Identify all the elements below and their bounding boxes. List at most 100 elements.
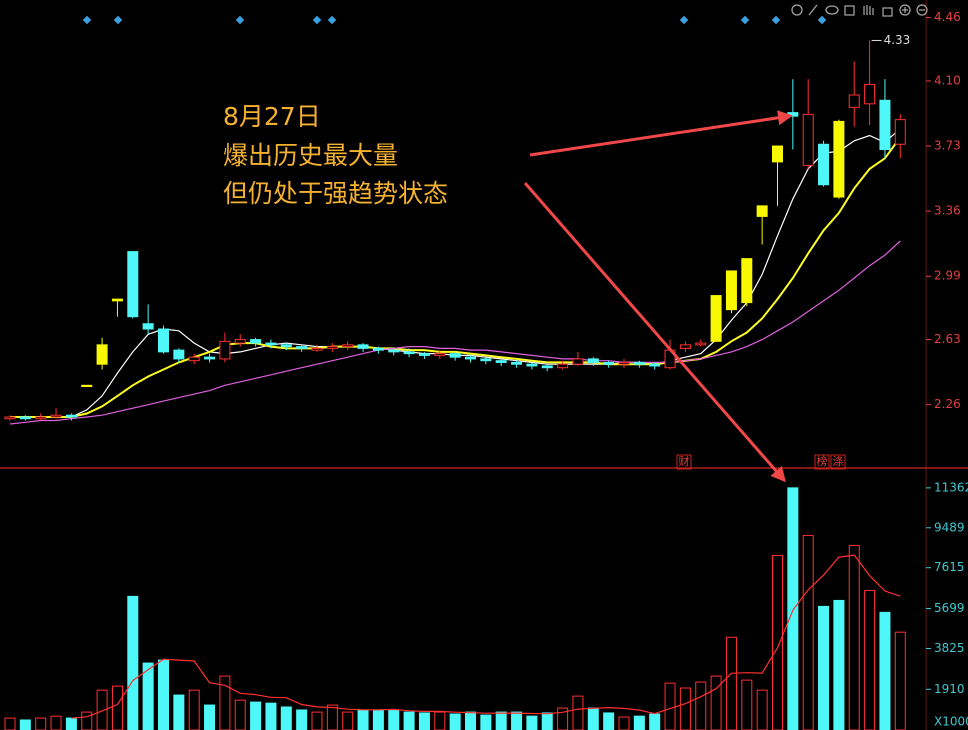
volume-bar — [526, 715, 538, 730]
y-tick-label: 1910 — [934, 682, 965, 696]
candle-body — [234, 339, 246, 344]
y-tick-label: 4.10 — [934, 73, 961, 87]
volume-ma-line — [71, 554, 901, 719]
annotation-line: 8月27日 — [223, 102, 321, 131]
volume-bar — [495, 711, 507, 730]
candle-body — [741, 258, 753, 304]
candle-body — [587, 358, 599, 363]
event-box — [814, 454, 830, 470]
candle-body — [495, 360, 507, 363]
lock-icon[interactable] — [882, 7, 893, 17]
candle-body — [265, 342, 277, 346]
candle-body — [388, 349, 400, 353]
volume-bar — [756, 689, 768, 730]
candle-body — [572, 358, 584, 365]
volume-bar — [142, 662, 154, 730]
volume-bar — [219, 675, 231, 730]
volume-bar — [833, 599, 845, 730]
candle-body — [557, 363, 569, 369]
draw-icon[interactable] — [808, 4, 818, 16]
settings-icon[interactable] — [791, 4, 803, 16]
volume-bar — [894, 631, 906, 730]
volume-bar — [511, 711, 523, 730]
candle-body — [541, 365, 553, 369]
volume-bar — [879, 611, 891, 730]
candle-body — [158, 328, 169, 353]
candle-body — [4, 416, 16, 420]
candle-body — [81, 384, 93, 388]
candle-body — [173, 349, 185, 360]
candle-body — [603, 361, 615, 365]
candle-body — [142, 323, 154, 330]
event-box — [676, 454, 692, 470]
candle-body — [679, 344, 691, 349]
annotation-line: 爆出历史最大量 — [223, 141, 398, 170]
volume-bar — [234, 699, 246, 730]
y-tick-label: 3.73 — [934, 139, 961, 153]
y-tick-label: 5699 — [934, 601, 965, 615]
volume-bar — [158, 659, 169, 730]
candle-body — [372, 347, 384, 351]
volume-bar — [19, 719, 31, 730]
volume-bar — [188, 689, 200, 730]
candle-body — [127, 251, 139, 318]
volume-bar — [372, 709, 384, 730]
volume-bar — [35, 717, 47, 730]
candle-body — [403, 351, 415, 355]
y-tick-label: 3.36 — [934, 204, 961, 218]
candle-body — [96, 344, 108, 365]
volume-bar — [403, 711, 415, 730]
candle-body — [65, 414, 77, 418]
event-label[interactable]: 财 — [679, 454, 690, 468]
volume-bar — [111, 685, 123, 730]
volume-bar — [618, 716, 630, 730]
candle-body — [480, 358, 492, 362]
candle-body — [894, 119, 906, 145]
event-box — [830, 454, 846, 470]
volume-bar — [65, 717, 77, 730]
candle-body — [434, 353, 446, 356]
volume-bar — [173, 694, 185, 730]
volume-bar — [342, 711, 354, 730]
y-tick-label: 2.99 — [934, 269, 961, 283]
annotation-arrow — [523, 182, 786, 483]
volume-bar — [557, 707, 569, 730]
volume-bar — [204, 704, 216, 730]
y-tick-label: 2.63 — [934, 332, 961, 346]
toolbar — [791, 4, 928, 17]
volume-bar — [864, 589, 876, 730]
candle-body — [649, 363, 661, 367]
hand-icon[interactable] — [863, 5, 874, 15]
volume-bar — [649, 713, 661, 730]
volume-bar — [280, 706, 292, 730]
volume-bar — [465, 711, 476, 730]
candle-body — [35, 416, 47, 420]
volume-bar — [250, 701, 262, 730]
delete-icon[interactable] — [844, 5, 855, 16]
candle-body — [188, 356, 200, 362]
view-icon[interactable] — [825, 5, 839, 15]
y-tick-label: 11362 — [934, 480, 968, 494]
candle-body — [449, 353, 461, 358]
candle-body — [618, 361, 630, 365]
zoom-out-icon[interactable] — [916, 4, 928, 16]
event-label-boxes — [676, 454, 846, 470]
event-label[interactable]: 涤 — [833, 454, 844, 468]
volume-bar — [480, 714, 492, 730]
candle-body — [818, 143, 830, 186]
candle-body — [418, 353, 430, 356]
y-tick-label: 2.26 — [934, 397, 961, 411]
candle-body — [725, 270, 737, 311]
volume-bar — [418, 712, 430, 730]
volume-bar — [4, 717, 16, 730]
annotation-line: 但仍处于强趋势状态 — [223, 179, 448, 208]
zoom-in-icon[interactable] — [899, 4, 911, 16]
high-label: 4.33 — [884, 33, 911, 47]
candle-body — [326, 346, 338, 349]
volume-bar — [434, 711, 446, 730]
event-label[interactable]: 榜 — [817, 454, 828, 468]
ma-line — [9, 240, 901, 425]
volume-bar — [388, 709, 400, 730]
